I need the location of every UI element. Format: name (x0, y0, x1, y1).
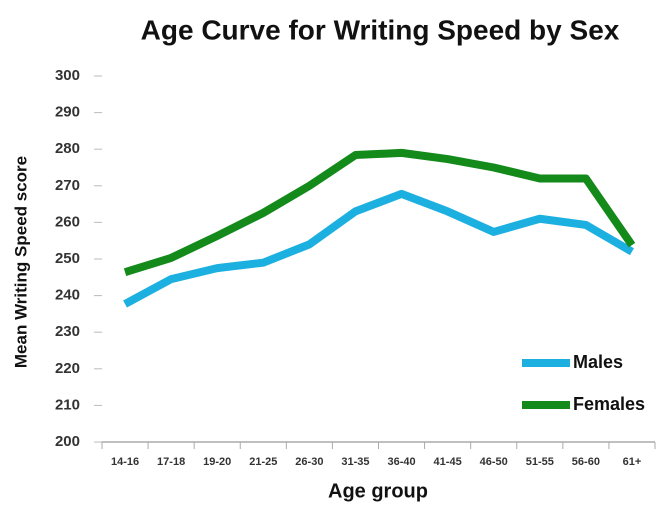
y-axis-label: Mean Writing Speed score (11, 156, 30, 368)
line-series (123, 148, 636, 276)
x-tick-label: 46-50 (480, 456, 508, 468)
x-tick-label: 17-18 (157, 456, 185, 468)
y-tick-label: 230 (55, 323, 80, 340)
y-tick-label: 200 (55, 433, 80, 450)
legend-label: Females (573, 394, 645, 414)
y-tick-label: 270 (55, 177, 80, 194)
x-tick-label: 26-30 (295, 456, 323, 468)
x-tick-label: 61+ (623, 456, 642, 468)
y-tick-label: 260 (55, 213, 80, 230)
y-tick-label: 250 (55, 250, 80, 267)
y-tick-label: 240 (55, 287, 80, 304)
y-tick-label: 290 (55, 104, 80, 121)
x-tick-label: 19-20 (203, 456, 231, 468)
x-tick-label: 56-60 (572, 456, 600, 468)
y-tick-label: 280 (55, 140, 80, 157)
y-tick-label: 220 (55, 360, 80, 377)
x-tick-label: 14-16 (111, 456, 139, 468)
line-series (123, 189, 634, 308)
x-tick-label: 36-40 (387, 456, 415, 468)
legend-label: Males (573, 352, 623, 372)
chart-title: Age Curve for Writing Speed by Sex (141, 14, 620, 45)
x-tick-label: 51-55 (526, 456, 554, 468)
x-axis-label: Age group (328, 480, 428, 502)
x-tick-label: 41-45 (434, 456, 462, 468)
x-tick-label: 31-35 (341, 456, 369, 468)
x-tick-label: 21-25 (249, 456, 277, 468)
y-tick-label: 300 (55, 67, 80, 84)
y-tick-label: 210 (55, 396, 80, 413)
